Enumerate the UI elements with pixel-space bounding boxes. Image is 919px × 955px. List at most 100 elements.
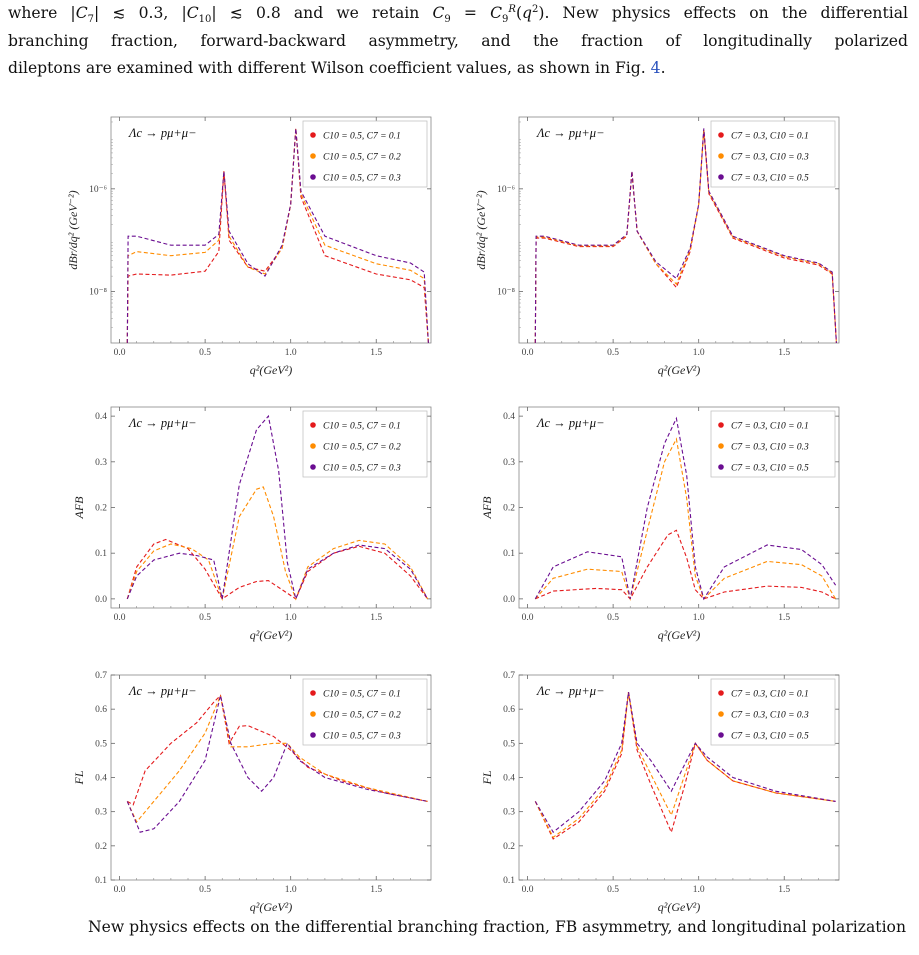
legend-entry: C10 = 0.5, C7 = 0.1 — [323, 132, 401, 142]
legend-marker — [718, 443, 724, 449]
y-axis-label: AFB — [480, 496, 494, 520]
y-tick-label: 0.3 — [503, 808, 515, 818]
legend-entry: C10 = 0.5, C7 = 0.1 — [323, 690, 401, 700]
y-axis-label: FL — [480, 770, 494, 785]
series-line-3 — [126, 128, 429, 343]
y-tick-label: 0.4 — [503, 774, 515, 784]
process-label: Λc → pμ+μ− — [536, 126, 605, 140]
legend-box — [710, 678, 836, 746]
legend-entry: C7 = 0.3, C10 = 0.1 — [731, 690, 809, 700]
legend-marker — [310, 132, 316, 138]
y-tick-label: 0.3 — [95, 808, 107, 818]
y-tick-label: 0.4 — [95, 412, 107, 422]
figure-reference-link[interactable]: 4 — [650, 59, 661, 77]
process-label: Λc → pμ+μ− — [128, 684, 197, 698]
x-tick-label: 0.5 — [607, 885, 619, 895]
legend-entry: C10 = 0.5, C7 = 0.2 — [323, 711, 401, 721]
legend-entry: C7 = 0.3, C10 = 0.3 — [731, 153, 809, 163]
series-line-1 — [535, 529, 836, 600]
series-line-3 — [126, 414, 429, 601]
text-line-3: dileptons are examined with different Wi… — [8, 59, 666, 77]
legend-marker — [310, 174, 316, 180]
x-tick-label: 0.0 — [114, 885, 126, 895]
x-axis-label: q²(GeV²) — [658, 900, 701, 914]
legend-entry: C10 = 0.5, C7 = 0.3 — [323, 732, 401, 742]
y-tick-label: 0.2 — [95, 504, 107, 514]
y-tick-label: 0.5 — [503, 739, 515, 749]
y-tick-label: 0.3 — [95, 458, 107, 468]
x-tick-label: 0.5 — [607, 348, 619, 358]
process-label: Λc → pμ+μ− — [536, 684, 605, 698]
series-line-2 — [534, 692, 836, 839]
legend-marker — [310, 690, 316, 696]
legend-entry: C10 = 0.5, C7 = 0.2 — [323, 443, 401, 453]
text-line-2: branching fraction, forward-backward asy… — [8, 31, 908, 50]
legend-marker — [310, 443, 316, 449]
legend-marker — [310, 711, 316, 717]
chart-afb-left: 0.0 0.5 1.0 1.5 0.0 0.1 0.2 0.3 0.4 q²(GeV²) AFB Λc… — [72, 406, 432, 642]
y-tick-label: 10⁻⁶ — [89, 185, 107, 195]
legend-entry: C10 = 0.5, C7 = 0.3 — [323, 174, 401, 184]
y-tick-label: 0.1 — [503, 549, 515, 559]
x-tick-label: 0.5 — [607, 613, 619, 623]
y-axis-label: FL — [72, 770, 86, 785]
process-label: Λc → pμ+μ− — [536, 416, 605, 430]
figure-caption: New physics effects on the differential … — [88, 918, 906, 936]
x-axis-label: q²(GeV²) — [250, 900, 293, 914]
legend-entry: C7 = 0.3, C10 = 0.1 — [731, 422, 809, 432]
x-tick-label: 0.0 — [114, 613, 126, 623]
y-tick-label: 0.1 — [95, 876, 107, 886]
y-tick-label: 0.0 — [95, 595, 107, 605]
y-tick-label: 0.2 — [503, 504, 515, 514]
x-axis-label: q²(GeV²) — [658, 363, 701, 377]
legend-marker — [310, 422, 316, 428]
chart-fl-left: 0.0 0.5 1.0 1.5 0.1 0.2 0.3 0.4 0.5 0.6 0.7 q²(GeV²… — [72, 671, 432, 914]
legend-marker — [718, 132, 724, 138]
series-line-3 — [534, 416, 837, 601]
chart-fl-right: 0.0 0.5 1.0 1.5 0.1 0.2 0.3 0.4 0.5 0.6 0.7 q²(GeV²… — [480, 671, 840, 914]
legend-marker — [718, 153, 724, 159]
y-tick-label: 0.7 — [503, 671, 515, 681]
legend-marker — [718, 174, 724, 180]
legend-marker — [718, 464, 724, 470]
series-line-2 — [126, 693, 428, 823]
y-axis-label: dBr/dq² (GeV⁻²) — [474, 190, 488, 269]
x-tick-label: 1.5 — [370, 348, 382, 358]
legend-marker — [718, 711, 724, 717]
x-tick-label: 1.5 — [778, 613, 790, 623]
y-axis-label: dBr/dq² (GeV⁻²) — [66, 190, 80, 269]
process-label: Λc → pμ+μ− — [128, 416, 197, 430]
x-tick-label: 1.5 — [370, 613, 382, 623]
series-line-3 — [534, 128, 837, 343]
x-axis-label: q²(GeV²) — [250, 363, 293, 377]
x-tick-label: 1.5 — [778, 885, 790, 895]
y-tick-label: 0.6 — [95, 705, 107, 715]
x-tick-label: 1.0 — [693, 613, 705, 623]
y-axis-label: AFB — [72, 496, 86, 520]
x-tick-label: 1.0 — [693, 348, 705, 358]
x-axis-label: q²(GeV²) — [658, 628, 701, 642]
chart-br-right: 0.0 0.5 1.0 1.5 10⁻⁸ 10⁻⁶ q²(GeV²) dBr/dq² (GeV… — [474, 116, 840, 377]
x-tick-label: 1.0 — [693, 885, 705, 895]
x-tick-label: 1.0 — [285, 348, 297, 358]
x-tick-label: 0.5 — [199, 348, 211, 358]
y-tick-label: 0.1 — [95, 549, 107, 559]
chart-br-left: 0.0 0.5 1.0 1.5 10⁻⁸ 10⁻⁶ q²(GeV²) dBr/dq² (GeV… — [66, 116, 432, 377]
x-tick-label: 1.5 — [370, 885, 382, 895]
y-tick-label: 10⁻⁸ — [497, 288, 515, 298]
x-axis-label: q²(GeV²) — [250, 628, 293, 642]
y-tick-label: 0.4 — [95, 774, 107, 784]
series-line-2 — [534, 437, 837, 601]
x-tick-label: 1.5 — [778, 348, 790, 358]
legend-entry: C7 = 0.3, C10 = 0.3 — [731, 711, 809, 721]
legend-entry: C7 = 0.3, C10 = 0.1 — [731, 132, 809, 142]
legend-box — [302, 120, 428, 188]
y-tick-label: 0.6 — [503, 705, 515, 715]
legend-entry: C10 = 0.5, C7 = 0.3 — [323, 464, 401, 474]
x-tick-label: 0.0 — [114, 348, 126, 358]
legend-marker — [310, 732, 316, 738]
legend-entry: C7 = 0.3, C10 = 0.5 — [731, 732, 809, 742]
series-line-1 — [126, 538, 429, 600]
x-tick-label: 0.5 — [199, 613, 211, 623]
